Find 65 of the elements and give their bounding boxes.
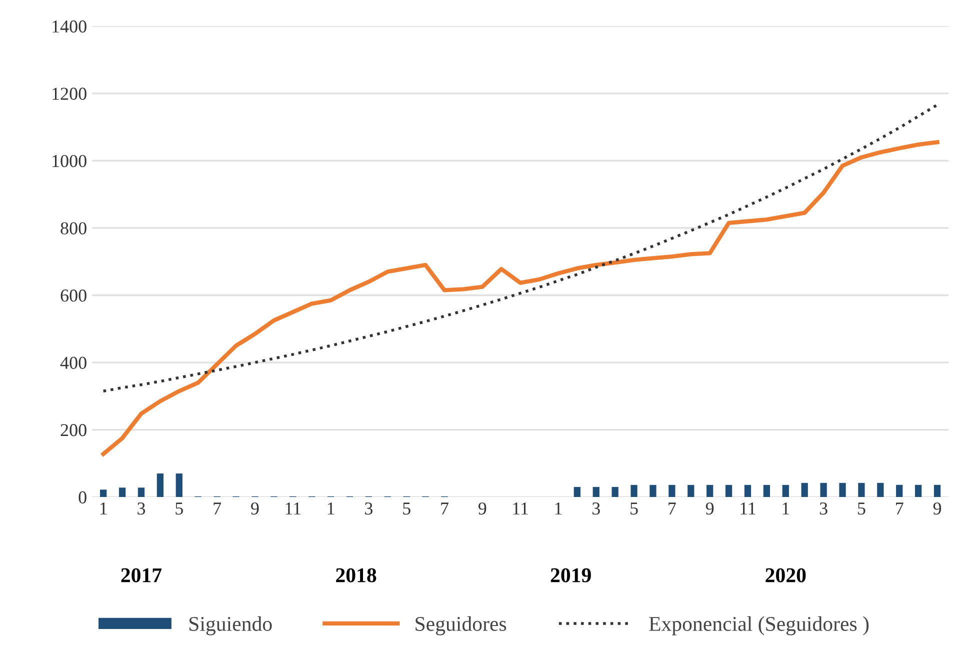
bar bbox=[725, 484, 732, 498]
y-tick-label: 1400 bbox=[52, 20, 86, 33]
bar bbox=[934, 484, 941, 498]
bar bbox=[858, 482, 865, 498]
bar bbox=[801, 482, 808, 498]
bar bbox=[706, 484, 714, 498]
y-tick-label: 1200 bbox=[52, 88, 86, 100]
line-series bbox=[101, 140, 940, 456]
x-tick-label: 7 bbox=[214, 502, 222, 514]
y-tick-label: 0 bbox=[78, 491, 86, 504]
bar bbox=[650, 484, 656, 498]
bar bbox=[763, 484, 770, 498]
y-tick-label: 800 bbox=[60, 222, 86, 234]
bar bbox=[118, 488, 126, 498]
y-tick-label: 400 bbox=[60, 356, 86, 369]
x-tick-label: 5 bbox=[630, 502, 638, 515]
x-tick-label: 1 bbox=[100, 502, 107, 514]
bar bbox=[839, 482, 846, 498]
bar bbox=[176, 473, 182, 498]
y-tick-label: 200 bbox=[60, 424, 86, 436]
x-tick-label: 1 bbox=[782, 502, 790, 514]
bar bbox=[574, 486, 580, 498]
y-tick-label: 600 bbox=[60, 289, 86, 302]
x-tick-label: 5 bbox=[858, 502, 866, 515]
x-tick-label: 9 bbox=[251, 502, 259, 515]
bar bbox=[138, 488, 145, 498]
x-tick-label: 9 bbox=[933, 502, 942, 515]
legend-label: Seguidores bbox=[416, 616, 506, 636]
x-tick-label: 1 bbox=[555, 502, 562, 514]
x-tick-label: 9 bbox=[478, 502, 486, 515]
bar bbox=[612, 486, 618, 498]
x-tick-label: 9 bbox=[706, 502, 714, 515]
bar bbox=[820, 482, 827, 498]
bar bbox=[156, 473, 164, 498]
text: 2018 bbox=[336, 568, 376, 582]
text: 2019 bbox=[550, 568, 591, 582]
bar bbox=[100, 490, 107, 498]
bar bbox=[688, 484, 694, 498]
bar bbox=[896, 484, 903, 498]
bar bbox=[744, 484, 752, 498]
x-tick-label: 5 bbox=[403, 502, 410, 515]
x-tick-label: 5 bbox=[176, 502, 183, 515]
x-tick-label: 7 bbox=[668, 502, 676, 514]
legend-label: Exponencial (Seguidores ) bbox=[649, 616, 869, 636]
x-tick-label: 3 bbox=[820, 502, 828, 515]
bar bbox=[782, 484, 789, 498]
x-tick-label: 1 bbox=[328, 502, 334, 514]
x-tick-label: 11 bbox=[286, 502, 300, 514]
bar bbox=[592, 486, 600, 498]
x-tick-label: 7 bbox=[441, 502, 448, 514]
text: 2020 bbox=[766, 568, 806, 582]
text: 2017 bbox=[121, 568, 162, 582]
bar bbox=[668, 484, 676, 498]
x-tick-label: 11 bbox=[513, 502, 528, 514]
legend-label: Siguiendo bbox=[189, 616, 272, 636]
bar bbox=[630, 484, 638, 498]
x-tick-label: 11 bbox=[740, 502, 756, 514]
line-series bbox=[102, 103, 939, 392]
bar bbox=[915, 484, 922, 498]
x-tick-label: 3 bbox=[365, 502, 372, 515]
x-tick-label: 3 bbox=[592, 502, 600, 515]
bar bbox=[877, 482, 884, 498]
x-tick-label: 3 bbox=[138, 502, 146, 515]
y-tick-label: 1000 bbox=[52, 154, 86, 168]
x-tick-label: 7 bbox=[896, 502, 904, 514]
